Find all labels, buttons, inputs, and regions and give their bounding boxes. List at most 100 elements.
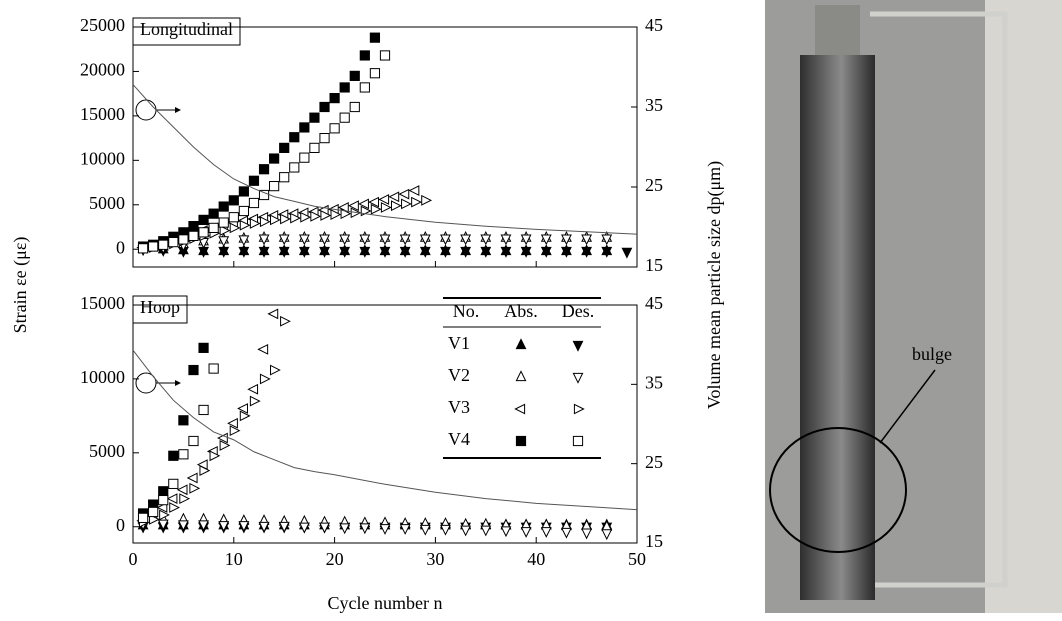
marker — [269, 181, 280, 192]
axis-pointer-circle — [135, 99, 157, 121]
x-tick-label: 0 — [129, 549, 138, 569]
marker — [339, 234, 351, 246]
x-tick-label: 50 — [628, 549, 646, 569]
legend-marker — [572, 340, 584, 352]
marker — [337, 202, 349, 213]
marker — [408, 185, 420, 196]
marker — [298, 522, 310, 534]
marker — [178, 449, 189, 460]
y-tick-label: 0 — [116, 237, 125, 257]
legend-label: V1 — [448, 333, 470, 353]
marker — [359, 50, 370, 61]
marker — [217, 432, 228, 444]
marker — [148, 506, 159, 518]
legend-header: No. — [453, 301, 480, 321]
marker — [421, 194, 433, 206]
marker — [280, 213, 291, 225]
y-tick-label: 20000 — [80, 60, 125, 80]
marker — [329, 123, 340, 134]
marker — [621, 247, 633, 259]
marker — [368, 196, 380, 208]
panel-title: Longitudinal — [140, 19, 233, 39]
marker — [137, 243, 149, 254]
marker — [500, 246, 512, 258]
marker — [369, 68, 381, 79]
legend-label: V3 — [448, 397, 470, 417]
fit-curve — [132, 349, 638, 511]
y-axis-label: Strain εe (με) — [10, 237, 31, 334]
marker — [540, 234, 552, 246]
legend-marker — [515, 338, 527, 350]
legend-marker — [515, 435, 527, 447]
marker — [198, 214, 209, 225]
marker — [480, 525, 492, 537]
y2-axis-label: Volume mean particle size dp(μm) — [704, 161, 725, 409]
x-tick-label: 10 — [225, 549, 243, 569]
marker — [188, 230, 199, 241]
marker — [298, 234, 310, 246]
y2-tick-label: 45 — [645, 293, 663, 313]
x-axis-label: Cycle number n — [328, 593, 443, 613]
marker — [228, 212, 239, 223]
marker — [500, 526, 512, 538]
marker — [238, 235, 250, 247]
marker — [359, 234, 371, 246]
marker — [249, 395, 261, 407]
marker — [249, 218, 261, 229]
marker — [319, 101, 330, 113]
marker — [601, 246, 613, 258]
marker — [379, 50, 391, 61]
marker — [259, 373, 271, 385]
marker — [228, 195, 239, 206]
y-tick-label: 25000 — [80, 15, 125, 35]
marker — [168, 237, 179, 248]
marker — [460, 246, 472, 258]
rod — [800, 55, 875, 600]
marker — [310, 210, 322, 222]
marker — [229, 222, 241, 234]
marker — [218, 201, 229, 212]
marker — [176, 484, 188, 496]
marker — [188, 364, 199, 376]
y-tick-label: 10000 — [80, 148, 125, 168]
y2-tick-label: 25 — [645, 452, 663, 472]
legend-label: V2 — [448, 365, 470, 385]
marker — [238, 521, 250, 532]
marker — [178, 415, 189, 426]
y-tick-label: 5000 — [89, 193, 125, 213]
fit-curve — [132, 84, 638, 235]
marker — [218, 217, 229, 228]
marker — [561, 527, 572, 539]
marker — [289, 132, 300, 143]
marker — [320, 210, 332, 221]
marker — [309, 142, 320, 153]
marker — [199, 465, 211, 476]
marker — [248, 175, 260, 186]
marker — [601, 234, 613, 246]
legend-marker — [573, 403, 585, 415]
marker — [198, 227, 209, 238]
marker — [378, 194, 390, 205]
marker — [399, 246, 411, 258]
plot-frame — [132, 26, 638, 268]
marker — [300, 211, 312, 223]
photo: bulge — [765, 0, 1062, 613]
panel-title: Hoop — [140, 297, 180, 317]
marker — [419, 234, 431, 246]
marker — [440, 524, 451, 536]
marker — [189, 482, 201, 494]
marker — [520, 234, 532, 246]
marker — [369, 32, 381, 43]
marker — [238, 205, 249, 217]
marker — [166, 493, 178, 505]
legend-marker — [515, 370, 527, 382]
legend-header: Des. — [562, 301, 595, 321]
marker — [218, 236, 230, 248]
marker — [581, 246, 593, 258]
marker — [379, 234, 391, 246]
y-tick-label: 15000 — [80, 104, 125, 124]
marker — [561, 246, 572, 258]
marker — [460, 525, 472, 537]
